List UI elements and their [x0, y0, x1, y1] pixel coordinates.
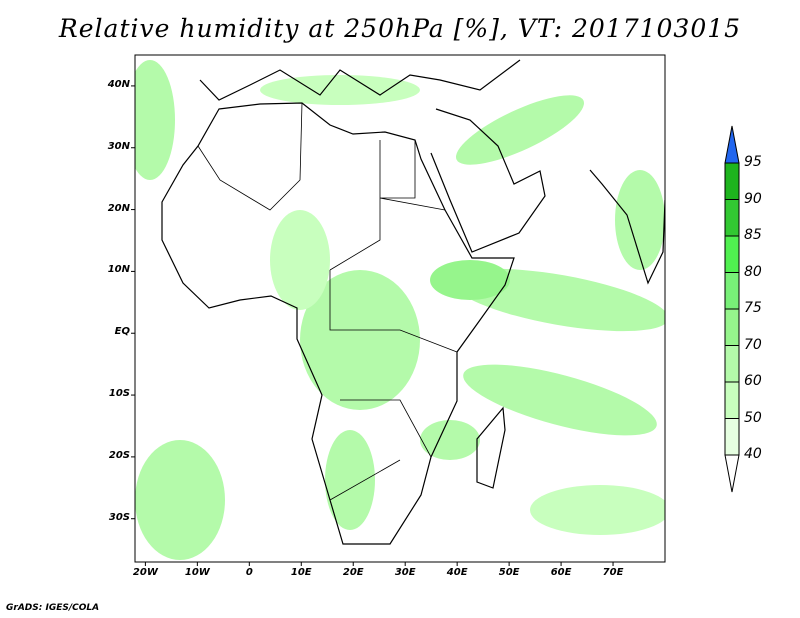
- lon-label: 0: [245, 567, 253, 578]
- lat-label: 40N: [107, 78, 130, 90]
- colorbar-label: 90: [744, 190, 762, 207]
- lon-label: 10W: [184, 567, 210, 578]
- colorbar-swatch: [724, 235, 740, 273]
- lat-label: 10S: [108, 388, 130, 400]
- india-outline: [589, 169, 665, 285]
- lat-label: 20S: [108, 449, 130, 461]
- lon-label: 10E: [290, 567, 312, 578]
- europe-coast: [199, 59, 521, 101]
- colorbar-swatch: [724, 308, 740, 346]
- colorbar-under-arrow: [724, 454, 740, 493]
- colorbar-label: 70: [744, 336, 762, 353]
- africa-outline: [161, 102, 515, 545]
- colorbar: [724, 125, 740, 493]
- colorbar-swatch: [724, 199, 740, 237]
- colorbar-over-arrow: [724, 125, 740, 164]
- colorbar-label: 85: [744, 227, 762, 243]
- grads-credit: GrADS: IGES/COLA: [6, 603, 100, 613]
- colorbar-label: 50: [744, 409, 762, 426]
- lat-label: 30S: [108, 511, 130, 523]
- colorbar-label: 75: [744, 300, 762, 316]
- colorbar-swatch: [724, 345, 740, 383]
- colorbar-swatch: [724, 418, 740, 456]
- lon-label: 20E: [342, 567, 364, 578]
- lat-label: 10N: [107, 264, 130, 276]
- lon-label: 30E: [394, 567, 416, 578]
- arabia-outline: [430, 108, 546, 253]
- coastlines: [161, 59, 665, 545]
- colorbar-swatch: [724, 272, 740, 310]
- lat-label: 20N: [107, 202, 130, 214]
- lat-label: 30N: [107, 140, 130, 152]
- lat-label: EQ: [114, 326, 130, 338]
- colorbar-label: 80: [744, 263, 762, 280]
- borders: [197, 102, 458, 501]
- lon-label: 50E: [498, 567, 520, 578]
- map-title: Relative humidity at 250hPa [%], VT: 201…: [58, 14, 742, 43]
- lon-label: 40E: [446, 567, 468, 578]
- colorbar-label: 40: [744, 446, 762, 462]
- colorbar-swatch: [724, 162, 740, 200]
- colorbar-label: 95: [744, 154, 762, 170]
- lon-label: 60E: [550, 567, 572, 578]
- lon-label: 20W: [132, 567, 158, 578]
- axis-ticks: [131, 85, 614, 566]
- madagascar-outline: [476, 406, 506, 489]
- map-frame: [134, 54, 666, 563]
- colorbar-swatch: [724, 381, 740, 419]
- humidity-shading: [135, 60, 665, 560]
- lon-label: 70E: [602, 567, 624, 578]
- colorbar-label: 60: [744, 373, 762, 389]
